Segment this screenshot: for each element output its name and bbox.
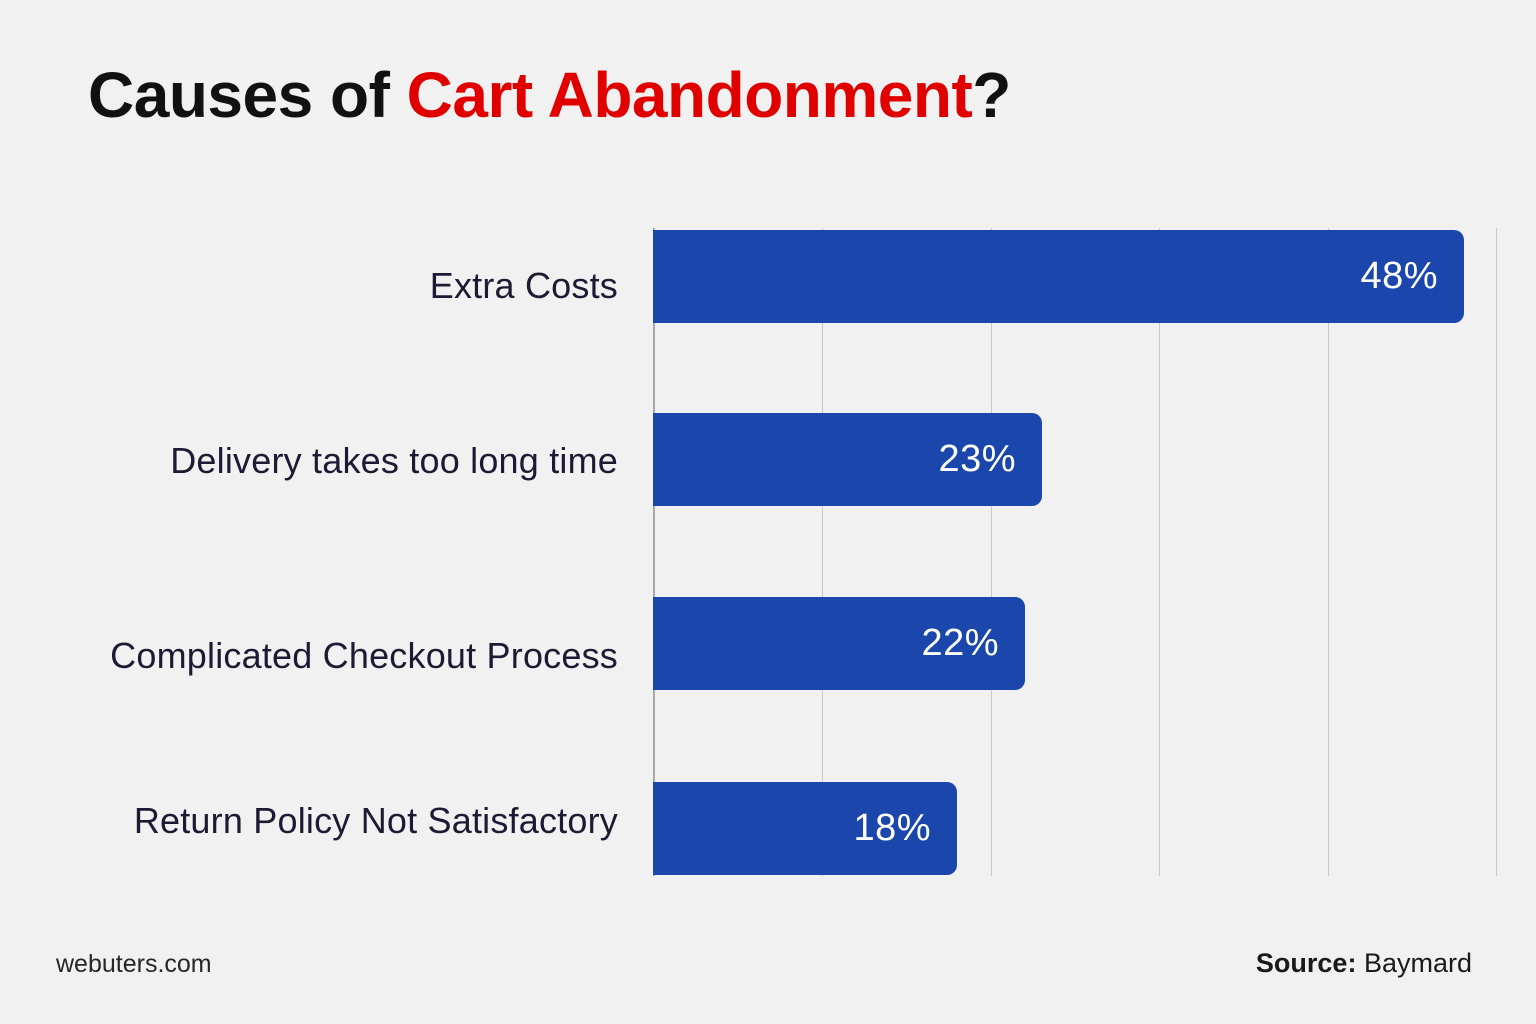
gridline-30: [1159, 228, 1160, 876]
bar-value-2: 22%: [921, 622, 999, 664]
y-axis-line: [653, 228, 655, 876]
bar-value-1: 23%: [938, 438, 1016, 480]
category-label-0: Extra Costs: [429, 265, 618, 306]
category-label-2: Complicated Checkout Process: [110, 635, 618, 676]
category-label-3: Return Policy Not Satisfactory: [133, 800, 618, 841]
source-credit: Source: Baymard: [1256, 948, 1472, 979]
page-title: Causes of Cart Abandonment?: [88, 59, 1011, 131]
bar-delivery-takes-too-long-time[interactable]: 23%: [653, 413, 1042, 506]
source-value: Baymard: [1363, 948, 1472, 978]
gridline-10: [822, 228, 823, 876]
plot-area: 48% 23% 22% 18%: [653, 228, 1497, 876]
gridline-50: [1496, 228, 1497, 876]
source-label: Source:: [1255, 948, 1357, 978]
title-part-cart-abandonment: Cart Abandonment: [406, 59, 973, 131]
bar-return-policy-not-satisfactory[interactable]: 18%: [653, 782, 957, 875]
bar-extra-costs[interactable]: 48%: [653, 230, 1464, 323]
gridline-20: [991, 228, 992, 876]
category-label-1: Delivery takes too long time: [170, 440, 618, 481]
bar-complicated-checkout-process[interactable]: 22%: [653, 597, 1025, 690]
gridline-40: [1328, 228, 1329, 876]
bar-value-0: 48%: [1360, 255, 1438, 297]
site-url: webuters.com: [56, 950, 212, 978]
title-part-causes-of: Causes of: [88, 59, 407, 131]
title-part-question-mark: ?: [972, 59, 1011, 131]
bar-value-3: 18%: [853, 807, 931, 849]
